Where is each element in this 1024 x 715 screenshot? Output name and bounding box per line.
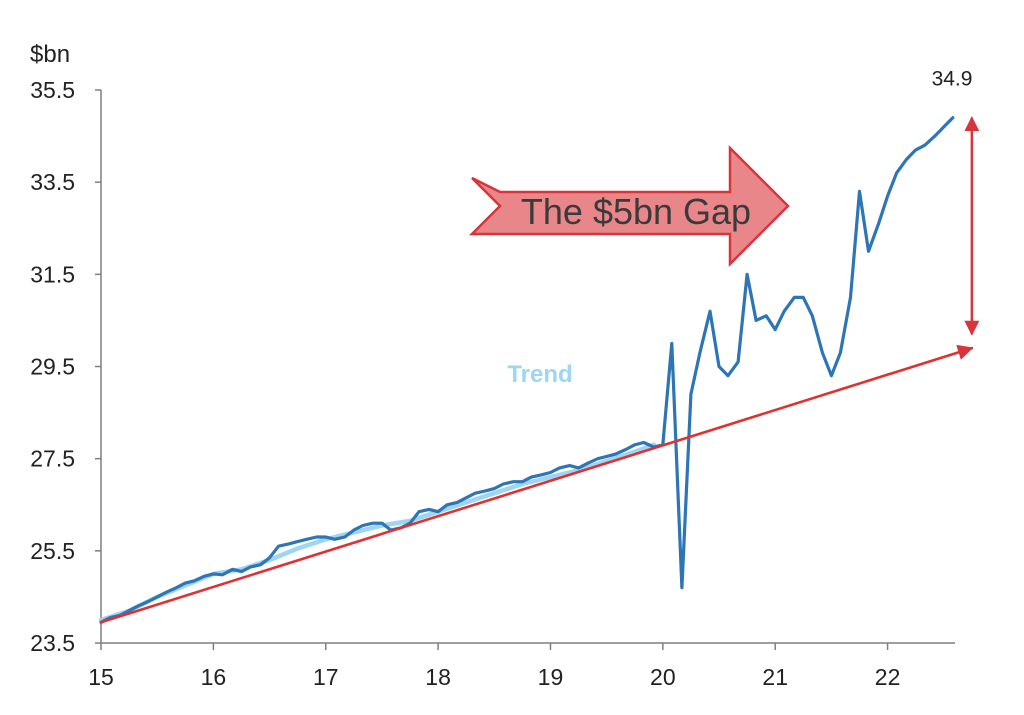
trend-label: Trend bbox=[507, 361, 572, 388]
y-tick-label: 33.5 bbox=[30, 169, 75, 195]
x-tick-label: 15 bbox=[88, 664, 114, 690]
last-value-label: 34.9 bbox=[932, 68, 973, 91]
x-tick-label: 20 bbox=[650, 664, 676, 690]
actual-series-line bbox=[99, 116, 955, 624]
x-tick-label: 16 bbox=[201, 664, 227, 690]
trend-extrapolation-line bbox=[99, 344, 974, 624]
x-tick-label: 17 bbox=[313, 664, 339, 690]
x-tick-label: 18 bbox=[425, 664, 451, 690]
y-tick-label: 29.5 bbox=[30, 354, 75, 380]
y-axis: 35.5 33.5 31.5 29.5 27.5 25.5 23.5 bbox=[30, 77, 102, 656]
y-tick-label: 27.5 bbox=[30, 446, 75, 472]
trend-series-line bbox=[98, 442, 657, 623]
x-axis: 15 16 17 18 19 20 21 22 bbox=[88, 642, 955, 690]
y-tick-label: 31.5 bbox=[30, 261, 75, 287]
annotation-layer: The $5bn Gap 34.9 bbox=[468, 68, 980, 336]
gap-block-arrow bbox=[468, 144, 790, 268]
gap-label: The $5bn Gap bbox=[521, 191, 751, 232]
y-axis-unit-label: $bn bbox=[30, 41, 70, 68]
y-tick-label: 35.5 bbox=[30, 77, 75, 103]
x-tick-label: 19 bbox=[538, 664, 564, 690]
x-tick-label: 21 bbox=[762, 664, 788, 690]
y-tick-label: 25.5 bbox=[30, 538, 75, 564]
y-tick-label: 23.5 bbox=[30, 630, 75, 656]
series-layer: Trend bbox=[98, 116, 974, 624]
x-tick-label: 22 bbox=[875, 664, 901, 690]
